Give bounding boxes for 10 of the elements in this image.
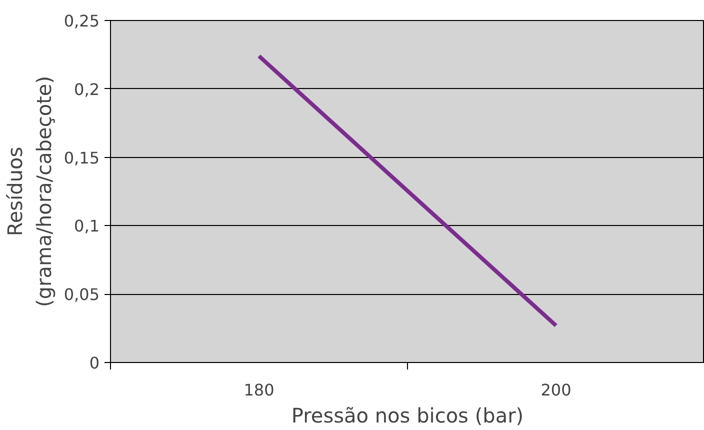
y-tick-label: 0 — [89, 354, 100, 372]
y-tick-label: 0,15 — [64, 148, 100, 168]
y-tick-label: 0,2 — [74, 80, 100, 99]
y-tick-label: 0,25 — [64, 12, 100, 30]
y-axis-title: Resíduos (grama/hora/cabeçote) — [3, 76, 56, 308]
x-axis-title: Pressão nos bicos (bar) — [291, 404, 524, 428]
x-tick-label: 180 — [244, 380, 274, 400]
y-tick-label: 0,05 — [64, 285, 100, 304]
y-tick-label: 0,1 — [74, 216, 100, 236]
x-tick-label: 200 — [540, 380, 572, 400]
